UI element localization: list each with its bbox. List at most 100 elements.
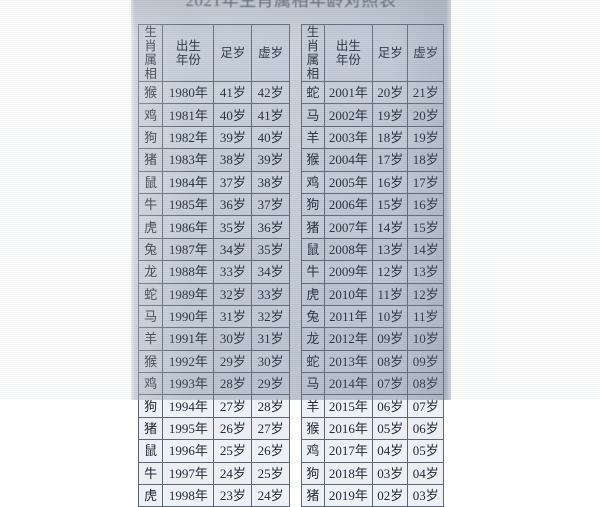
nominal-age-cell: 13岁 bbox=[407, 260, 444, 284]
full-age-cell: 12岁 bbox=[371, 260, 409, 284]
zodiac-cell: 猪 bbox=[301, 215, 325, 239]
birth-year-cell: 2017年 bbox=[323, 439, 373, 463]
birth-year-cell: 2005年 bbox=[323, 170, 373, 194]
full-age-cell: 25岁 bbox=[213, 439, 253, 463]
header-row: 生肖 属相 出生 年份 足岁 虚岁 bbox=[301, 24, 444, 82]
table-row: 牛 1997年 24岁 25岁 bbox=[137, 461, 290, 486]
birth-year-cell: 1990年 bbox=[162, 304, 215, 329]
header-line-2: 年份 bbox=[335, 53, 361, 67]
nominal-age-cell: 06岁 bbox=[407, 416, 444, 441]
nominal-age-cell: 41岁 bbox=[251, 103, 290, 127]
zodiac-cell: 羊 bbox=[301, 394, 325, 418]
birth-year-cell: 1983年 bbox=[162, 148, 215, 172]
full-age-cell: 09岁 bbox=[371, 327, 409, 351]
table-row: 蛇 1989年 32岁 33岁 bbox=[137, 282, 290, 306]
birth-year-cell: 2010年 bbox=[323, 282, 373, 306]
zodiac-cell: 虎 bbox=[137, 215, 164, 239]
column-header-zodiac: 生肖 属相 bbox=[137, 24, 164, 82]
full-age-cell: 07岁 bbox=[371, 372, 409, 396]
full-age-cell: 04岁 bbox=[371, 439, 409, 463]
birth-year-cell: 2016年 bbox=[323, 416, 373, 441]
full-age-cell: 14岁 bbox=[371, 215, 409, 239]
table-row: 猪 2019年 02岁 03岁 bbox=[301, 484, 444, 507]
full-age-cell: 27岁 bbox=[213, 394, 253, 418]
birth-year-cell: 2019年 bbox=[323, 484, 373, 507]
nominal-age-cell: 20岁 bbox=[407, 103, 444, 127]
full-age-cell: 17岁 bbox=[371, 148, 409, 172]
nominal-age-cell: 33岁 bbox=[251, 282, 290, 306]
zodiac-cell: 牛 bbox=[137, 192, 164, 217]
age-table-left: 生肖 属相 出生 年份 足岁 虚岁 猴 1980年 41岁 42岁鸡 1981年 40岁 4… bbox=[137, 24, 290, 507]
age-table-right: 生肖 属相 出生 年份 足岁 虚岁 蛇 2001年 20岁 21岁马 2002年 19岁 2… bbox=[301, 24, 444, 507]
nominal-age-cell: 03岁 bbox=[407, 484, 444, 507]
birth-year-cell: 2003年 bbox=[323, 125, 373, 150]
table-row: 狗 2006年 15岁 16岁 bbox=[301, 192, 444, 217]
birth-year-cell: 2011年 bbox=[323, 304, 373, 329]
full-age-cell: 32岁 bbox=[213, 282, 253, 306]
zodiac-cell: 兔 bbox=[301, 304, 325, 329]
table-row: 蛇 2001年 20岁 21岁 bbox=[301, 80, 444, 105]
nominal-age-cell: 36岁 bbox=[251, 215, 290, 239]
zodiac-cell: 狗 bbox=[301, 192, 325, 217]
full-age-cell: 36岁 bbox=[213, 192, 253, 217]
nominal-age-cell: 42岁 bbox=[251, 80, 290, 105]
table-row: 狗 2018年 03岁 04岁 bbox=[301, 461, 444, 486]
table-row: 狗 1994年 27岁 28岁 bbox=[137, 394, 290, 418]
birth-year-cell: 1982年 bbox=[162, 125, 215, 150]
table-row: 鸡 1993年 28岁 29岁 bbox=[137, 372, 290, 396]
zodiac-cell: 鸡 bbox=[301, 170, 325, 194]
nominal-age-cell: 38岁 bbox=[251, 170, 290, 194]
zodiac-cell: 狗 bbox=[137, 125, 164, 150]
nominal-age-cell: 32岁 bbox=[251, 304, 290, 329]
full-age-cell: 38岁 bbox=[213, 148, 253, 172]
zodiac-cell: 蛇 bbox=[301, 80, 325, 105]
zodiac-cell: 猴 bbox=[137, 349, 164, 374]
nominal-age-cell: 08岁 bbox=[407, 372, 444, 396]
nominal-age-cell: 10岁 bbox=[407, 327, 444, 351]
birth-year-cell: 2008年 bbox=[323, 237, 373, 262]
header-line-2: 年份 bbox=[175, 53, 201, 67]
birth-year-cell: 1992年 bbox=[162, 349, 215, 374]
full-age-cell: 06岁 bbox=[371, 394, 409, 418]
zodiac-cell: 猴 bbox=[301, 416, 325, 441]
header-line-1: 出生 bbox=[335, 39, 361, 53]
full-age-cell: 18岁 bbox=[371, 125, 409, 150]
header-line-2: 属相 bbox=[144, 53, 157, 81]
full-age-cell: 37岁 bbox=[213, 170, 253, 194]
nominal-age-cell: 25岁 bbox=[251, 461, 290, 486]
nominal-age-cell: 37岁 bbox=[251, 192, 290, 217]
column-header-nominal-age: 虚岁 bbox=[407, 24, 444, 82]
nominal-age-cell: 21岁 bbox=[407, 80, 444, 105]
nominal-age-cell: 19岁 bbox=[407, 125, 444, 150]
header-line-2: 属相 bbox=[306, 53, 320, 81]
table-row: 蛇 2013年 08岁 09岁 bbox=[301, 349, 444, 374]
nominal-age-cell: 31岁 bbox=[251, 327, 290, 351]
birth-year-cell: 1985年 bbox=[162, 192, 215, 217]
full-age-cell: 20岁 bbox=[371, 80, 409, 105]
birth-year-cell: 1984年 bbox=[162, 170, 215, 194]
full-age-cell: 30岁 bbox=[213, 327, 253, 351]
nominal-age-cell: 39岁 bbox=[251, 148, 290, 172]
table-row: 龙 2012年 09岁 10岁 bbox=[301, 327, 444, 351]
zodiac-cell: 猴 bbox=[301, 148, 325, 172]
zodiac-cell: 狗 bbox=[301, 461, 325, 486]
full-age-cell: 03岁 bbox=[371, 461, 409, 486]
zodiac-cell: 牛 bbox=[137, 461, 164, 486]
table-row: 猴 1992年 29岁 30岁 bbox=[137, 349, 290, 374]
full-age-cell: 33岁 bbox=[213, 260, 253, 284]
zodiac-cell: 猪 bbox=[137, 148, 164, 172]
nominal-age-cell: 17岁 bbox=[407, 170, 444, 194]
table-row: 鼠 1996年 25岁 26岁 bbox=[137, 439, 290, 463]
birth-year-cell: 2013年 bbox=[323, 349, 373, 374]
nominal-age-cell: 34岁 bbox=[251, 260, 290, 284]
zodiac-cell: 马 bbox=[301, 103, 325, 127]
zodiac-cell: 兔 bbox=[137, 237, 164, 262]
birth-year-cell: 2015年 bbox=[323, 394, 373, 418]
full-age-cell: 15岁 bbox=[371, 192, 409, 217]
birth-year-cell: 1994年 bbox=[162, 394, 215, 418]
zodiac-cell: 马 bbox=[301, 372, 325, 396]
nominal-age-cell: 05岁 bbox=[407, 439, 444, 463]
table-row: 马 2002年 19岁 20岁 bbox=[301, 103, 444, 127]
zodiac-cell: 蛇 bbox=[137, 282, 164, 306]
